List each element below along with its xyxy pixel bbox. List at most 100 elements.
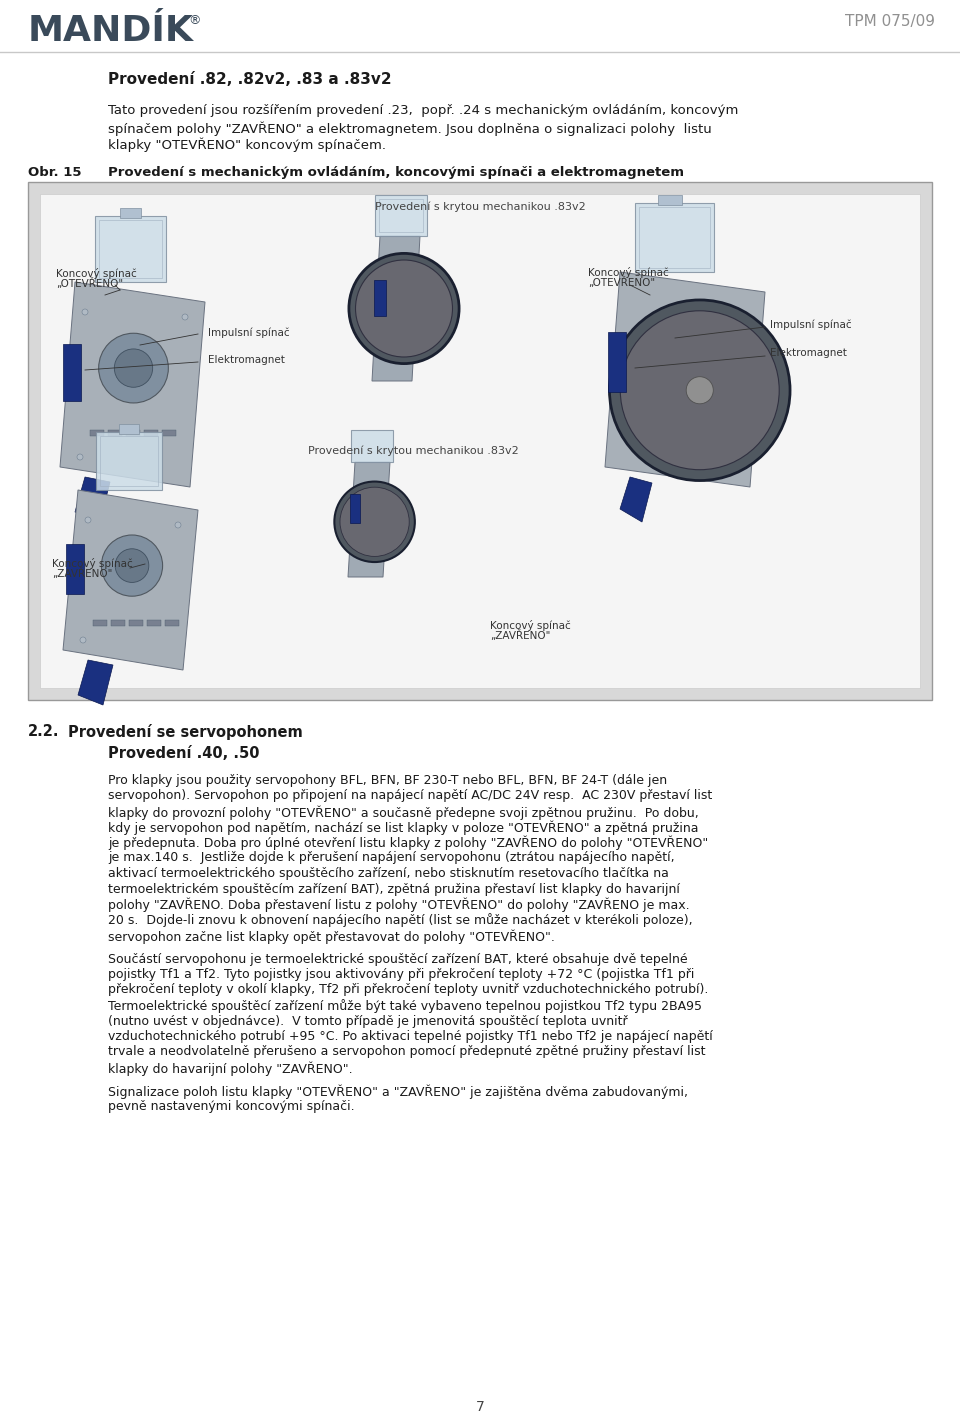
- Text: Tato provedení jsou rozšířením provedení .23,  popř. .24 s mechanickým ovládáním: Tato provedení jsou rozšířením provedení…: [108, 104, 738, 116]
- Circle shape: [334, 481, 415, 562]
- Bar: [147, 620, 161, 626]
- Text: Provedení s mechanickým ovládáním, koncovými spínači a elektromagnetem: Provedení s mechanickým ovládáním, konco…: [108, 166, 684, 179]
- Bar: [374, 196, 427, 236]
- Bar: [129, 620, 143, 626]
- Bar: [659, 196, 683, 206]
- Bar: [126, 430, 140, 436]
- Circle shape: [99, 333, 168, 403]
- Text: 20 s.  Dojde-li znovu k obnovení napájecího napětí (list se může nacházet v kter: 20 s. Dojde-li znovu k obnovení napájecí…: [108, 914, 692, 928]
- Polygon shape: [63, 490, 198, 670]
- Polygon shape: [78, 660, 113, 705]
- Text: „ZAVŘENO": „ZAVŘENO": [490, 630, 550, 641]
- Circle shape: [620, 311, 780, 470]
- Text: aktivací termoelektrického spouštěcího zařízení, nebo stisknutím resetovacího tl: aktivací termoelektrického spouštěcího z…: [108, 867, 669, 880]
- Text: Signalizace poloh listu klapky "OTEVŘENO" a "ZAVŘENO" je zajištěna dvěma zabudov: Signalizace poloh listu klapky "OTEVŘENO…: [108, 1084, 688, 1098]
- Bar: [94, 217, 166, 282]
- Text: je max.140 s.  Jestliže dojde k přerušení napájení servopohonu (ztrátou napájecí: je max.140 s. Jestliže dojde k přerušení…: [108, 851, 675, 864]
- Circle shape: [114, 349, 153, 387]
- Bar: [28, 182, 932, 700]
- Bar: [96, 433, 162, 490]
- Text: Koncový spínač: Koncový spínač: [56, 268, 136, 280]
- Bar: [63, 343, 81, 402]
- Circle shape: [610, 299, 790, 481]
- Text: Koncový spínač: Koncový spínač: [490, 620, 571, 631]
- Text: kdy je servopohon pod napětím, nachází se list klapky v poloze "OTEVŘENO" a zpět: kdy je servopohon pod napětím, nachází s…: [108, 820, 699, 834]
- Bar: [100, 437, 158, 485]
- Text: pojistky Tf1 a Tf2. Tyto pojistky jsou aktivovány při překročení teploty +72 °C : pojistky Tf1 a Tf2. Tyto pojistky jsou a…: [108, 968, 694, 981]
- Bar: [111, 620, 125, 626]
- Circle shape: [182, 314, 188, 321]
- Text: spínačem polohy "ZAVŘENO" a elektromagnetem. Jsou doplněna o signalizaci polohy : spínačem polohy "ZAVŘENO" a elektromagne…: [108, 121, 711, 135]
- Bar: [120, 209, 141, 219]
- Text: termoelektrickém spouštěcím zařízení BAT), zpětná pružina přestaví list klapky d: termoelektrickém spouštěcím zařízení BAT…: [108, 883, 680, 895]
- Text: trvale a neodvolatelně přerušeno a servopohon pomocí předepnuté zpětné pružiny p: trvale a neodvolatelně přerušeno a servo…: [108, 1046, 706, 1059]
- Text: Koncový spínač: Koncový spínač: [52, 558, 132, 569]
- Circle shape: [80, 637, 86, 643]
- Text: pevně nastavenými koncovými spínači.: pevně nastavenými koncovými spínači.: [108, 1100, 354, 1112]
- Text: „OTEVŘENO": „OTEVŘENO": [588, 277, 655, 288]
- Circle shape: [85, 517, 91, 524]
- Bar: [374, 280, 386, 316]
- Text: „OTEVŘENO": „OTEVŘENO": [56, 278, 123, 289]
- Bar: [99, 220, 162, 278]
- Bar: [608, 332, 626, 393]
- Text: Provedení s krytou mechanikou .83v2: Provedení s krytou mechanikou .83v2: [308, 446, 518, 457]
- Bar: [90, 430, 104, 436]
- Polygon shape: [605, 272, 765, 487]
- Text: „ZAVŘENO": „ZAVŘENO": [52, 568, 112, 579]
- Bar: [119, 424, 139, 434]
- Text: klapky do havarijní polohy "ZAVŘENO".: klapky do havarijní polohy "ZAVŘENO".: [108, 1061, 352, 1076]
- Text: Elektromagnet: Elektromagnet: [208, 355, 285, 365]
- Text: TPM 075/09: TPM 075/09: [845, 14, 935, 28]
- Circle shape: [102, 535, 162, 596]
- Circle shape: [82, 309, 88, 315]
- Circle shape: [175, 522, 181, 528]
- Text: je předepnuta. Doba pro úplné otevření listu klapky z polohy "ZAVŘENO do polohy : je předepnuta. Doba pro úplné otevření l…: [108, 836, 708, 850]
- Text: (nutno uvést v objednávce).  V tomto případě je jmenovitá spouštěcí teplota uvni: (nutno uvést v objednávce). V tomto příp…: [108, 1015, 628, 1027]
- Text: 2.2.: 2.2.: [28, 724, 60, 739]
- Bar: [162, 430, 176, 436]
- Text: klapky do provozní polohy "OTEVŘENO" a současně předepne svoji zpětnou pružinu. : klapky do provozní polohy "OTEVŘENO" a s…: [108, 805, 699, 820]
- Text: překročení teploty v okolí klapky, Tf2 při překročení teploty uvnitř vzduchotech: překročení teploty v okolí klapky, Tf2 p…: [108, 983, 708, 996]
- Bar: [66, 543, 84, 595]
- Polygon shape: [60, 282, 205, 487]
- Text: servopohon začne list klapky opět přestavovat do polohy "OTEVŘENO".: servopohon začne list klapky opět přesta…: [108, 929, 555, 944]
- Bar: [350, 494, 360, 524]
- Circle shape: [686, 376, 713, 404]
- Circle shape: [340, 487, 409, 556]
- Bar: [379, 200, 422, 231]
- Polygon shape: [348, 463, 390, 578]
- Text: polohy "ZAVŘENO. Doba přestavení listu z polohy "OTEVŘENO" do polohy "ZAVŘENO je: polohy "ZAVŘENO. Doba přestavení listu z…: [108, 898, 689, 912]
- Text: servopohon). Servopohon po připojení na napájecí napětí AC/DC 24V resp.  AC 230V: servopohon). Servopohon po připojení na …: [108, 789, 712, 803]
- Text: vzduchotechnického potrubí +95 °C. Po aktivaci tepelné pojistky Tf1 nebo Tf2 je : vzduchotechnického potrubí +95 °C. Po ak…: [108, 1030, 712, 1043]
- Text: 7: 7: [475, 1401, 485, 1413]
- Bar: [350, 430, 393, 463]
- Bar: [165, 620, 179, 626]
- Bar: [93, 620, 107, 626]
- Bar: [635, 203, 714, 272]
- Circle shape: [355, 260, 452, 358]
- Text: Provedení s krytou mechanikou .83v2: Provedení s krytou mechanikou .83v2: [374, 201, 586, 213]
- Polygon shape: [620, 477, 652, 522]
- Bar: [638, 207, 710, 268]
- Circle shape: [77, 454, 83, 460]
- Bar: [144, 430, 158, 436]
- Text: ®: ®: [188, 14, 201, 27]
- Polygon shape: [75, 477, 110, 522]
- Circle shape: [348, 254, 459, 363]
- Bar: [108, 430, 122, 436]
- Circle shape: [115, 549, 149, 582]
- Text: Elektromagnet: Elektromagnet: [770, 348, 847, 358]
- Text: Koncový spínač: Koncový spínač: [588, 267, 669, 278]
- Text: Provedení .40, .50: Provedení .40, .50: [108, 746, 259, 761]
- Polygon shape: [372, 236, 420, 380]
- Text: MANDÍK: MANDÍK: [28, 14, 194, 48]
- Bar: [40, 194, 920, 688]
- Text: Součástí servopohonu je termoelektrické spouštěcí zařízení BAT, které obsahuje d: Součástí servopohonu je termoelektrické …: [108, 952, 687, 965]
- Text: Provedení .82, .82v2, .83 a .83v2: Provedení .82, .82v2, .83 a .83v2: [108, 72, 392, 87]
- Text: Obr. 15: Obr. 15: [28, 166, 82, 179]
- Text: Pro klapky jsou použity servopohony BFL, BFN, BF 230-T nebo BFL, BFN, BF 24-T (d: Pro klapky jsou použity servopohony BFL,…: [108, 773, 667, 788]
- Text: Impulsní spínač: Impulsní spínač: [208, 328, 290, 339]
- Text: Provedení se servopohonem: Provedení se servopohonem: [68, 724, 302, 739]
- Text: Impulsní spínač: Impulsní spínač: [770, 321, 852, 331]
